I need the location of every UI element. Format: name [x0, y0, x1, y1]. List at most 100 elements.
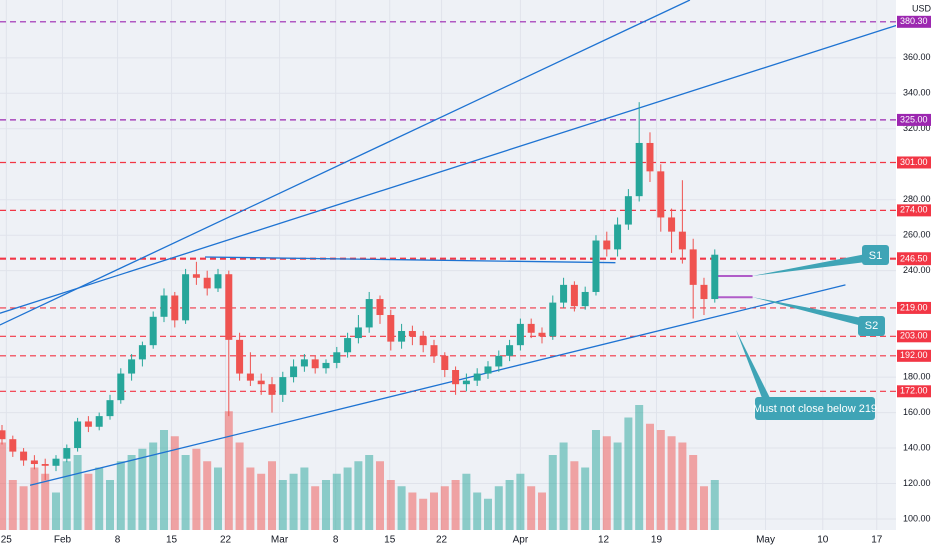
volume-bar [656, 430, 665, 530]
volume-bar [138, 448, 147, 530]
y-tick-label: 280.00 [903, 194, 931, 204]
volume-bar [300, 467, 309, 530]
candle-body [30, 460, 38, 465]
candle-body [268, 384, 276, 395]
level-tag [897, 113, 931, 126]
level-label: 274.00 [900, 205, 928, 215]
volume-bar [267, 461, 276, 530]
volume-bar [699, 486, 708, 530]
volume-bar [170, 436, 179, 530]
y-tick-label: 360.00 [903, 52, 931, 62]
x-tick-label: 25 [1, 535, 13, 546]
y-tick-label: 320.00 [903, 123, 931, 133]
volume-bar [602, 436, 611, 530]
level-tag [897, 301, 931, 314]
level-label: 203.00 [900, 331, 928, 341]
candle-body [333, 352, 341, 363]
level-tag [897, 156, 931, 169]
volume-bar [213, 467, 222, 530]
volume-bar [494, 486, 503, 530]
candle-body [441, 355, 449, 371]
x-tick-label: 8 [333, 535, 339, 546]
trend-line [0, 13, 932, 314]
x-tick-label: Apr [513, 535, 529, 546]
candle-body [462, 380, 470, 385]
candle-body [106, 400, 114, 417]
volume-bar [332, 473, 341, 530]
x-tick-label: 15 [384, 535, 396, 546]
volume-bar [343, 467, 352, 530]
candle-body [419, 336, 427, 346]
x-tick-label: 15 [166, 535, 178, 546]
candle-body [495, 355, 503, 367]
volume-bar [408, 492, 417, 530]
volume-bar [678, 442, 687, 530]
volume-bar [73, 455, 82, 530]
x-tick-label: 22 [436, 535, 448, 546]
volume-bar [41, 473, 50, 530]
volume-bar [645, 423, 654, 530]
note-label: Must not close below 219 [753, 403, 877, 415]
candle-body [246, 373, 254, 381]
candle-body [138, 345, 146, 360]
volume-bar [635, 405, 644, 530]
volume-bar [354, 461, 363, 530]
candle-body [646, 142, 654, 172]
y-tick-label: 240.00 [903, 265, 931, 275]
y-tick-label: 160.00 [903, 407, 931, 417]
candle-body [603, 240, 611, 250]
x-tick-label: 8 [115, 535, 121, 546]
candle-body [516, 323, 524, 346]
y-tick-label: 180.00 [903, 371, 931, 381]
candle-body [95, 416, 103, 427]
candle-body [225, 274, 233, 340]
candle-body [322, 362, 330, 369]
volume-bar [559, 442, 568, 530]
volume-bar [375, 461, 384, 530]
volume-bar [235, 442, 244, 530]
x-tick-label: 22 [220, 535, 232, 546]
y-tick-label: 140.00 [903, 442, 931, 452]
s2-box [858, 316, 885, 336]
volume-bar [203, 461, 212, 530]
candle-body [506, 345, 514, 356]
candle-body [149, 316, 157, 346]
level-tag [897, 349, 931, 362]
candle-body [74, 421, 82, 449]
candle-body [171, 295, 179, 321]
volume-bar [116, 461, 125, 530]
volume-bar [483, 498, 492, 530]
candle-body [408, 330, 416, 337]
volume-bar [321, 480, 330, 530]
volume-bar [397, 486, 406, 530]
candle-body [365, 299, 373, 328]
volume-bar [278, 480, 287, 530]
candle-body [635, 142, 643, 197]
candle-body [236, 339, 244, 374]
currency-label: USD [912, 3, 932, 13]
candle-body [689, 249, 697, 285]
volume-bar [311, 486, 320, 530]
candle-body [581, 291, 589, 307]
volume-bar [181, 455, 190, 530]
candle-body [387, 315, 395, 342]
volume-bar [30, 467, 39, 530]
candle-body [0, 430, 6, 440]
s2-label: S2 [865, 320, 878, 332]
volume-bar [386, 480, 395, 530]
candle-body [344, 338, 352, 353]
volume-bar [591, 430, 600, 530]
candle-body [592, 240, 600, 292]
candle-body [700, 284, 708, 300]
volume-bar [127, 455, 136, 530]
y-tick-label: 120.00 [903, 478, 931, 488]
volume-bar [246, 467, 255, 530]
candle-body [257, 380, 265, 385]
volume-bar [667, 436, 676, 530]
level-label: 192.00 [900, 350, 928, 360]
candle-body [354, 327, 362, 339]
volume-bar [440, 486, 449, 530]
x-tick-label: 10 [817, 535, 829, 546]
candle-body [484, 366, 492, 374]
